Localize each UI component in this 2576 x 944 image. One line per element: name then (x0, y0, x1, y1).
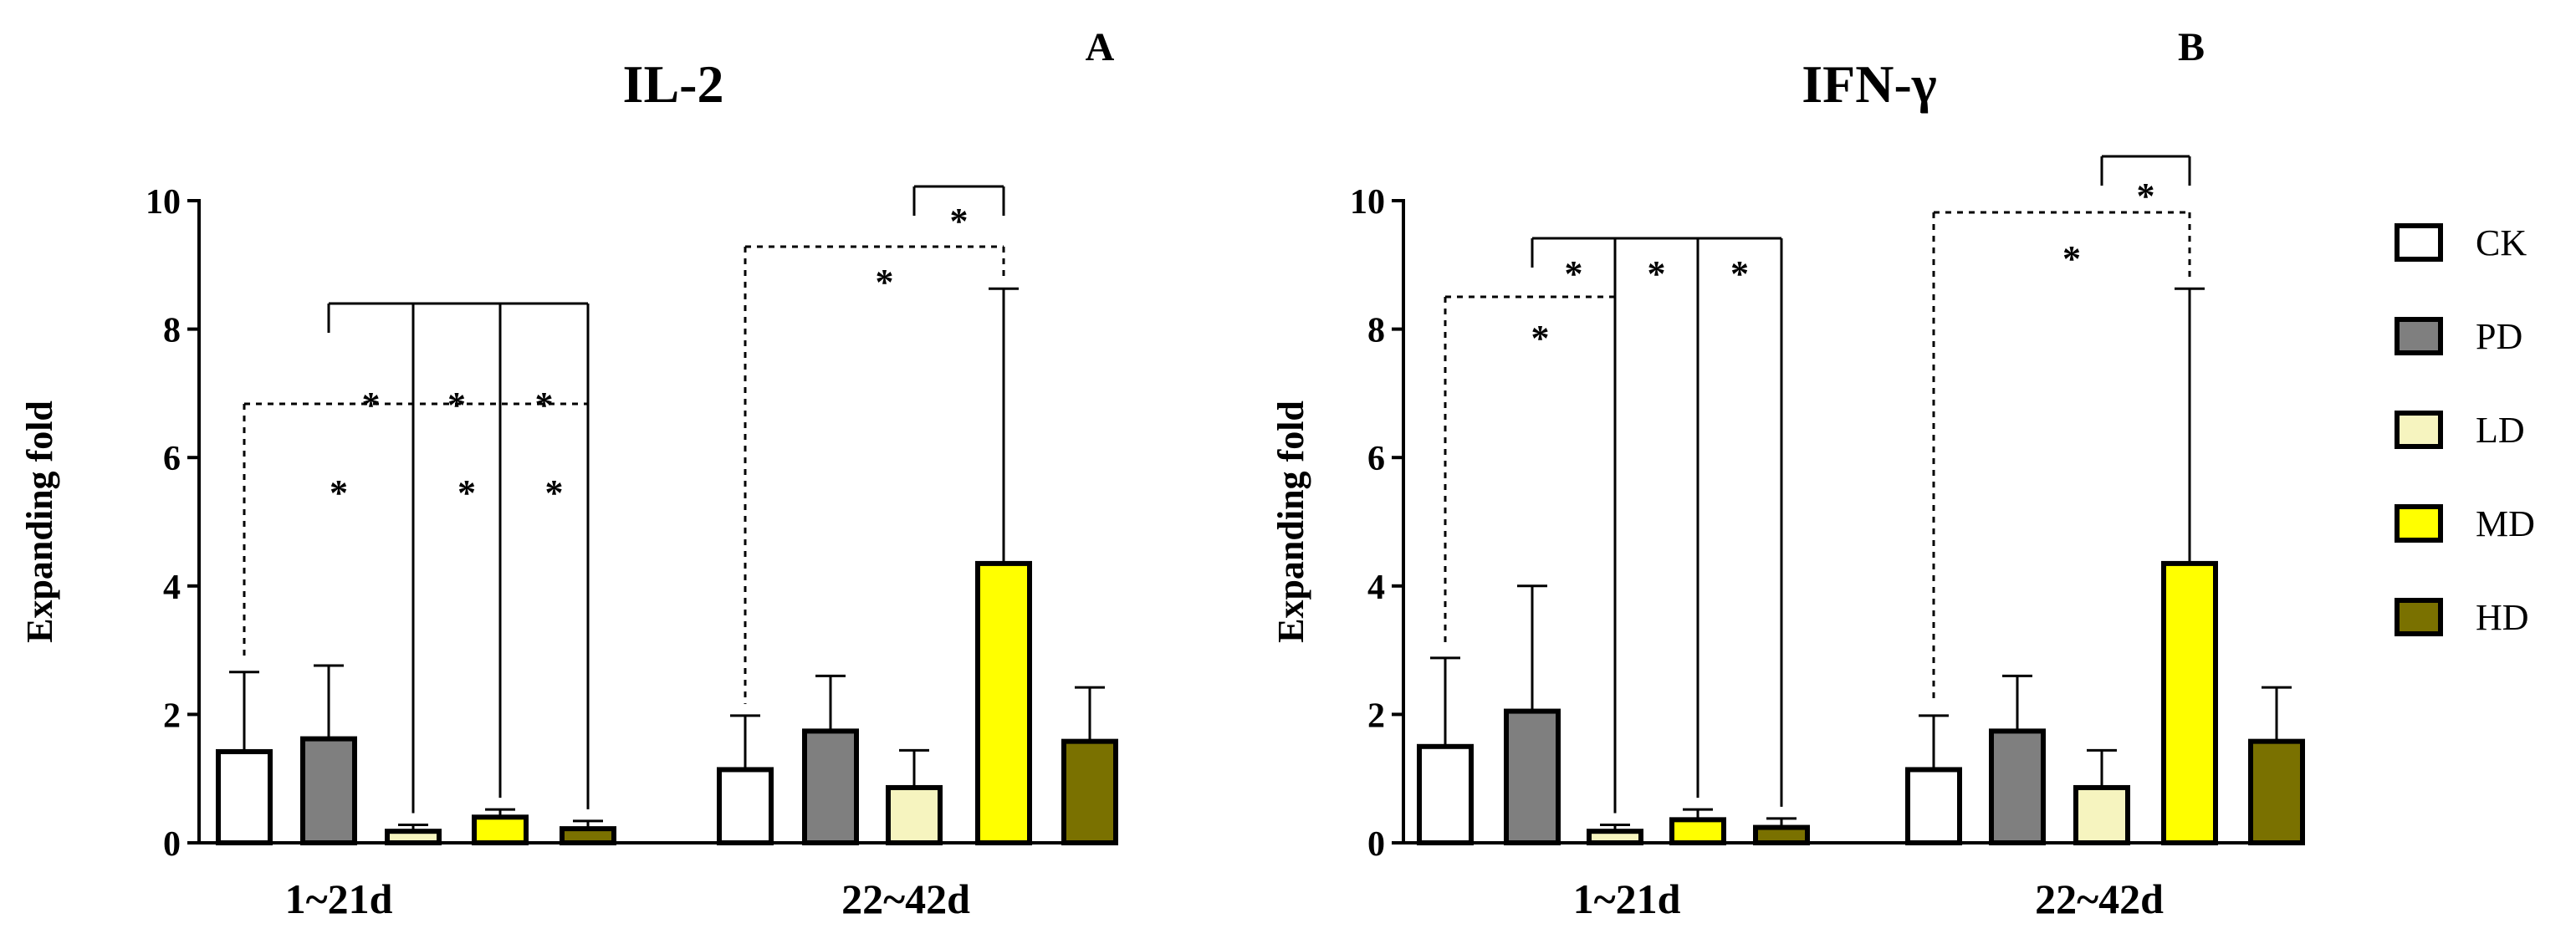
y-tick-label: 2 (1367, 697, 1385, 735)
y-tick-label: 6 (163, 440, 181, 478)
significance-star: * (2137, 176, 2155, 217)
bar-pd (300, 736, 357, 845)
x-tick-label: 1~21d (1573, 875, 1681, 922)
bar-md (472, 814, 529, 846)
significance-star: * (876, 262, 894, 303)
bar-pd (1504, 708, 1561, 845)
significance-star: * (1531, 318, 1550, 359)
significance-star: * (535, 385, 554, 426)
legend-label-pd: PD (2476, 316, 2522, 357)
legend-label-md: MD (2476, 503, 2535, 544)
x-tick-label: 22~42d (2035, 875, 2164, 922)
legend-label-hd: HD (2476, 597, 2529, 638)
bar-hd (1753, 824, 1810, 845)
panel-b-ifn-gamma: IFN-γ B Expanding fold 0 2 4 6 8 10 1~21d 22~42d * *… (1270, 25, 2305, 922)
legend-label-ld: LD (2476, 410, 2525, 451)
bar-hd (560, 826, 616, 846)
chart-title: IFN-γ (1802, 54, 1937, 114)
y-tick-label: 6 (1367, 440, 1385, 478)
y-tick-label: 8 (1367, 312, 1385, 350)
y-tick-label: 4 (163, 569, 181, 607)
legend-swatch-md (2395, 504, 2443, 543)
y-tick-label: 4 (1367, 569, 1385, 607)
legend-swatch-ck (2395, 223, 2443, 262)
legend-swatch-hd (2395, 598, 2443, 636)
panel-label: B (2178, 25, 2205, 69)
legend: CK PD LD MD HD (2395, 222, 2535, 638)
bar-ld (886, 784, 943, 846)
y-tick-label: 8 (163, 312, 181, 350)
x-tick-label: 22~42d (841, 875, 970, 922)
bar-hd (2248, 738, 2305, 846)
bar-ck (1417, 743, 1474, 845)
y-tick-label: 10 (146, 183, 181, 222)
y-tick-label: 0 (163, 825, 181, 864)
significance-star: * (2062, 238, 2081, 279)
significance-star: * (950, 201, 969, 242)
bar-ld (1587, 829, 1643, 846)
panel-label: A (1086, 25, 1115, 69)
bar-ck (216, 748, 273, 845)
bar-hd (1061, 738, 1118, 846)
bar-ld (2073, 784, 2130, 846)
legend-swatch-ld (2395, 411, 2443, 449)
y-tick-label: 0 (1367, 825, 1385, 864)
y-axis-label: Expanding fold (19, 401, 60, 643)
legend-label-ck: CK (2476, 222, 2527, 263)
bar-pd (1989, 728, 2046, 845)
x-tick-label: 1~21d (285, 875, 393, 922)
significance-star: * (1730, 253, 1749, 294)
bar-md (975, 560, 1032, 845)
bar-ld (385, 829, 442, 846)
significance-star: * (1648, 253, 1666, 294)
bar-md (2161, 560, 2218, 845)
legend-swatch-pd (2395, 317, 2443, 355)
chart-title: IL-2 (623, 54, 724, 114)
significance-star: * (457, 472, 476, 513)
y-axis-label: Expanding fold (1270, 401, 1311, 643)
bar-ck (1905, 767, 1962, 845)
bar-pd (802, 728, 859, 845)
bar-ck (717, 767, 774, 845)
significance-star: * (1565, 253, 1583, 294)
bar-md (1669, 817, 1726, 845)
y-tick-label: 10 (1350, 183, 1385, 222)
significance-star: * (362, 385, 381, 426)
significance-star: * (545, 472, 564, 513)
panel-a-il2: IL-2 A Expanding fold 0 2 4 6 8 10 1~21d 22~42d * * *… (19, 25, 1118, 922)
y-tick-label: 2 (163, 697, 181, 735)
significance-star: * (330, 472, 348, 513)
